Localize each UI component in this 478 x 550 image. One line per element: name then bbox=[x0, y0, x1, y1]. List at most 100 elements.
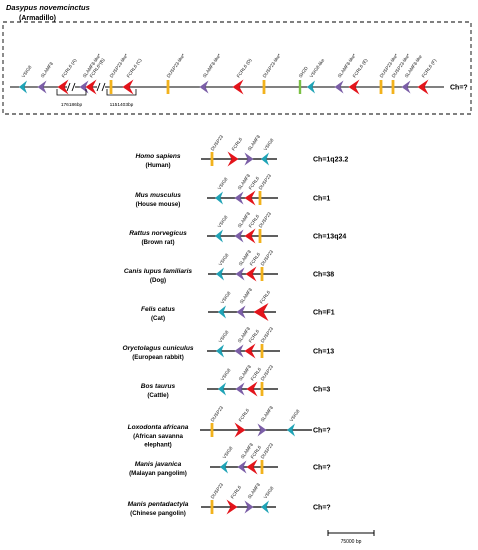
species-manis-pentadactyla-gene-1-dusp23-bar bbox=[210, 500, 214, 514]
species-oryctolagus-cuniculus-gene-2-slamf8-arrow bbox=[234, 344, 244, 358]
species-rattus-norvegicus-gene-1-vsig8-arrow bbox=[215, 229, 223, 243]
species-manis-javanica-gene-3-fcrl6-arrow bbox=[246, 459, 258, 475]
armadillo-gene-7-fcrl6-arrow bbox=[122, 79, 134, 95]
species-oryctolagus-cuniculus-common-name: (European rabbit) bbox=[132, 354, 184, 361]
species-manis-pentadactyla-name: Manis pentadactyla bbox=[128, 501, 189, 508]
species-loxodonta-africana-row: Loxodonta africana (African savanna elepha… bbox=[128, 405, 331, 449]
species-rattus-norvegicus-chromosome-label: Ch=13q24 bbox=[313, 234, 346, 241]
species-canis-lupus-familiaris-gene-1-vsig8-arrow bbox=[216, 267, 224, 281]
armadillo-gene-18-slamf8-arrow bbox=[401, 80, 411, 94]
armadillo-gene-11-dusp23-bar bbox=[262, 80, 266, 94]
species-manis-pentadactyla-gene-2-fcrl6-arrow bbox=[226, 499, 238, 515]
species-oryctolagus-cuniculus-gene-4-dusp23-bar bbox=[260, 344, 264, 358]
species-homo-sapiens-gene-2-label: FCRL6 bbox=[231, 136, 244, 151]
species-canis-lupus-familiaris-gene-4-label: DUSP23 bbox=[260, 249, 275, 267]
armadillo-gene-1-vsig8-arrow bbox=[19, 80, 27, 94]
species-manis-javanica-gene-1-label: VSIG8 bbox=[222, 445, 234, 459]
armadillo-gene-9-slamf8-arrow bbox=[199, 80, 209, 94]
armadillo-gene-15-label: FCRL6 (E) bbox=[352, 57, 369, 78]
species-mus-musculus-name: Mus musculus bbox=[135, 192, 181, 199]
species-felis-catus-gene-2-slamf8-arrow bbox=[236, 305, 246, 319]
armadillo-gene-17-dusp23-bar bbox=[391, 80, 395, 94]
species-homo-sapiens-gene-4-vsig8-arrow bbox=[261, 152, 269, 166]
species-felis-catus-gene-3-fcrl6-arrow bbox=[253, 303, 269, 321]
species-loxodonta-africana-gene-2-fcrl6-arrow bbox=[234, 422, 246, 438]
species-rattus-norvegicus-gene-2-slamf8-arrow bbox=[234, 229, 244, 243]
scale-bar: 75000 bp bbox=[327, 530, 375, 545]
species-manis-javanica-gene-2-slamf8-arrow bbox=[237, 460, 247, 474]
species-bos-taurus-gene-1-label: VSIG8 bbox=[220, 367, 232, 381]
species-manis-pentadactyla-gene-3-slamf8-arrow bbox=[244, 500, 254, 514]
armadillo-gene-6-dusp23-bar bbox=[109, 80, 113, 94]
armadillo-gene-19-label: FCRL6 (F) bbox=[421, 58, 438, 79]
species-oryctolagus-cuniculus-row: Oryctolagus cuniculus (European rabbit) VS… bbox=[122, 326, 334, 361]
species-mus-musculus-gene-1-vsig8-arrow bbox=[215, 191, 223, 205]
species-felis-catus-gene-1-vsig8-arrow bbox=[218, 305, 226, 319]
species-manis-pentadactyla-row: Manis pentadactyla (Chinese pangolin) DUSP… bbox=[128, 482, 331, 517]
armadillo-gap-label-2: 1151403bp bbox=[110, 102, 134, 108]
scale-bar-label: 75000 bp bbox=[341, 539, 362, 545]
species-manis-javanica-common-name: (Malayan pangolim) bbox=[129, 470, 187, 477]
species-mus-musculus-gene-3-fcrl6-arrow bbox=[244, 190, 256, 206]
species-felis-catus-gene-2-label: SLAMF8 bbox=[239, 287, 254, 305]
species-homo-sapiens-name: Homo sapiens bbox=[135, 153, 180, 160]
armadillo-chromosome-label: Ch=? bbox=[450, 85, 468, 92]
species-mus-musculus-gene-1-label: VSIG8 bbox=[217, 176, 229, 190]
armadillo-gap-label-1: 176186bp bbox=[61, 102, 83, 108]
armadillo-gene-12-label: SH2D bbox=[298, 65, 310, 78]
species-canis-lupus-familiaris-name: Canis lupus familiaris bbox=[124, 268, 192, 275]
species-loxodonta-africana-gene-4-vsig8-arrow bbox=[287, 423, 295, 437]
species-loxodonta-africana-gene-3-label: SLAMF8 bbox=[260, 405, 275, 423]
species-bos-taurus-chromosome-label: Ch=3 bbox=[313, 387, 330, 394]
armadillo-gene-1-label: VSIG8 bbox=[21, 64, 33, 78]
species-rattus-norvegicus-row: Rattus norvegicus(Brown rat)VSIG8 SLAMF8F… bbox=[129, 211, 346, 246]
species-manis-pentadactyla-gene-4-label: VSIG8 bbox=[263, 485, 275, 499]
species-bos-taurus-row: Bos taurus(Cattle)VSIG8 SLAMF8FCRL6DUSP23… bbox=[141, 364, 331, 399]
species-canis-lupus-familiaris-gene-3-fcrl6-arrow bbox=[245, 266, 257, 282]
species-homo-sapiens-row: Homo sapiens (Human) DUSP23 FCRL6 SLAMF8 VSIG… bbox=[135, 134, 348, 169]
species-manis-javanica-gene-1-vsig8-arrow bbox=[220, 460, 228, 474]
armadillo-gene-8-label: DUSP23-like* bbox=[166, 53, 186, 79]
armadillo-gene-11-label: DUSP23-like* bbox=[262, 53, 282, 79]
species-loxodonta-africana-common-name: (African savanna bbox=[133, 433, 183, 440]
armadillo-common-name: (Armadillo) bbox=[19, 15, 56, 22]
species-felis-catus-chromosome-label: Ch=F1 bbox=[313, 310, 335, 317]
armadillo-gene-12-sh2d-bar bbox=[298, 80, 302, 94]
armadillo-gene-7-label: FCRL6 (C) bbox=[126, 57, 143, 78]
species-mus-musculus-gene-4-label: DUSP23 bbox=[258, 173, 273, 191]
armadillo-gene-9-label: SLAMF8-like* bbox=[202, 53, 222, 79]
species-bos-taurus-name: Bos taurus bbox=[141, 383, 176, 390]
species-felis-catus-row: Felis catus (Cat) VSIG8 SLAMF8 FCRL6 Ch=F1 bbox=[141, 287, 335, 322]
armadillo-break-a-mark bbox=[66, 82, 76, 92]
species-canis-lupus-familiaris-common-name: (Dog) bbox=[150, 277, 166, 284]
species-loxodonta-africana-gene-4-label: VSIG8 bbox=[289, 408, 301, 422]
armadillo-gap-bracket-1: 176186bp bbox=[56, 89, 87, 108]
armadillo-gene-10-label: FCRL6 (D) bbox=[236, 57, 253, 78]
species-mus-musculus-chromosome-label: Ch=1 bbox=[313, 196, 330, 203]
armadillo-panel: Dasypus novemcinctus (Armadillo) VSIG8 SL… bbox=[2, 3, 472, 115]
species-felis-catus-common-name: (Cat) bbox=[151, 315, 165, 322]
armadillo-gene-16-dusp23-bar bbox=[379, 80, 383, 94]
species-homo-sapiens-gene-4-label: VSIG8 bbox=[263, 137, 275, 151]
species-loxodonta-africana-common-name: elephant) bbox=[144, 442, 172, 449]
armadillo-gene-3-fcrl6-arrow bbox=[57, 79, 69, 95]
armadillo-break-b-mark bbox=[96, 82, 106, 92]
species-loxodonta-africana-gene-1-label: DUSP23 bbox=[210, 405, 225, 423]
species-oryctolagus-cuniculus-name: Oryctolagus cuniculus bbox=[122, 345, 193, 352]
species-homo-sapiens-gene-3-slamf8-arrow bbox=[244, 152, 254, 166]
armadillo-gap-bracket-2: 1151403bp bbox=[106, 89, 137, 108]
armadillo-dashed-box bbox=[2, 21, 472, 115]
species-bos-taurus-gene-4-label: DUSP23 bbox=[260, 364, 275, 382]
species-bos-taurus-gene-3-fcrl6-arrow bbox=[246, 381, 258, 397]
species-manis-javanica-gene-4-dusp23-bar bbox=[260, 460, 264, 474]
species-panels: Homo sapiens(Human)DUSP23 FCRL6 SLAMF8 VSIG… bbox=[122, 134, 348, 517]
species-canis-lupus-familiaris-row: Canis lupus familiaris(Dog)VSIG8 SLAMF8FC… bbox=[124, 249, 334, 284]
species-manis-javanica-gene-4-label: DUSP23 bbox=[260, 442, 275, 460]
armadillo-gene-13-vsig8-arrow bbox=[307, 80, 315, 94]
species-canis-lupus-familiaris-gene-4-dusp23-bar bbox=[260, 267, 264, 281]
species-homo-sapiens-gene-1-label: DUSP23 bbox=[210, 134, 225, 152]
species-mus-musculus-common-name: (House mouse) bbox=[136, 201, 181, 208]
species-oryctolagus-cuniculus-gene-1-vsig8-arrow bbox=[216, 344, 224, 358]
species-mus-musculus-row: Mus musculus(House mouse)VSIG8 SLAMF8FCRL… bbox=[135, 173, 330, 208]
species-manis-pentadactyla-gene-1-label: DUSP23 bbox=[210, 482, 225, 500]
